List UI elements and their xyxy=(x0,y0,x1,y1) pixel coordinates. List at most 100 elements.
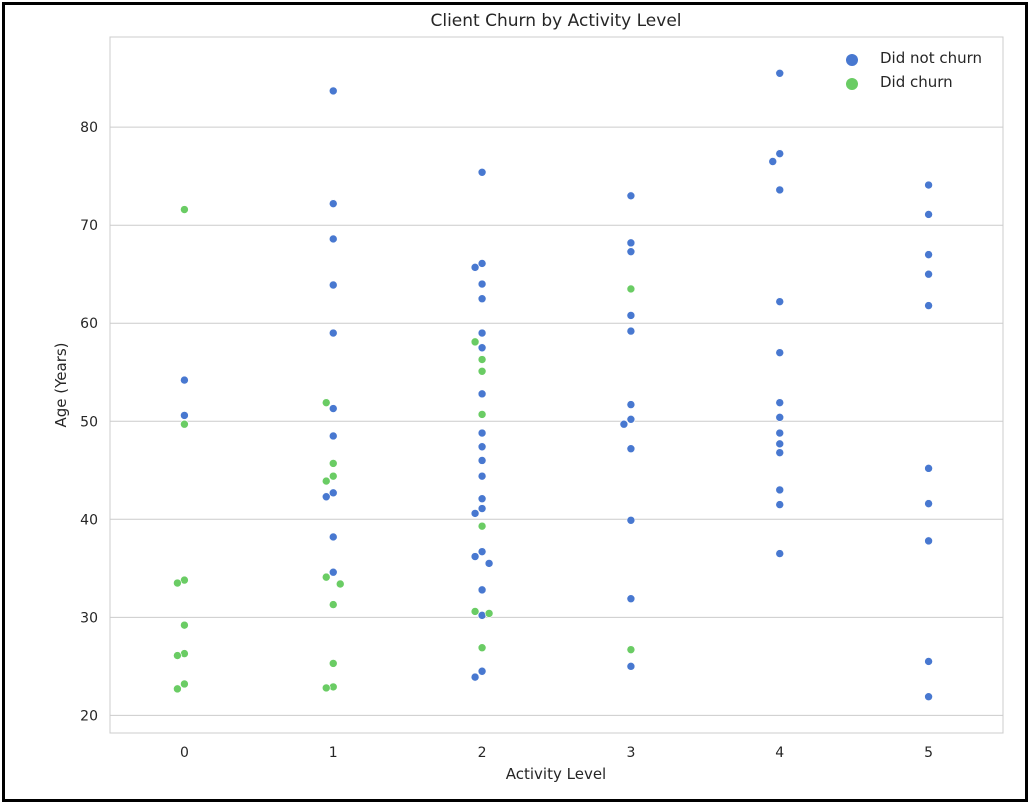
y-tick-label: 30 xyxy=(80,610,98,626)
point-did-not-churn xyxy=(477,389,487,399)
point-did-churn xyxy=(477,643,487,653)
point-did-not-churn xyxy=(180,411,189,420)
point-did-not-churn xyxy=(924,536,933,546)
point-did-not-churn xyxy=(470,552,480,561)
point-did-not-churn xyxy=(775,485,785,495)
point-did-not-churn xyxy=(924,464,933,473)
y-tick-label: 40 xyxy=(80,512,98,528)
point-did-not-churn xyxy=(470,263,480,272)
point-did-churn xyxy=(328,459,338,468)
point-did-not-churn xyxy=(477,294,487,304)
point-did-not-churn xyxy=(775,149,785,158)
point-did-churn xyxy=(470,607,480,616)
legend-marker-did-not-churn xyxy=(846,54,858,66)
chart-title: Client Churn by Activity Level xyxy=(430,11,681,31)
point-did-churn xyxy=(335,579,345,589)
legend-marker-did-churn xyxy=(846,78,858,90)
point-did-not-churn xyxy=(626,311,636,320)
y-tick-label: 70 xyxy=(80,218,98,234)
point-did-churn xyxy=(477,410,487,419)
y-axis-label: Age (Years) xyxy=(52,342,70,427)
point-did-churn xyxy=(484,609,494,618)
point-did-churn xyxy=(328,659,338,668)
point-did-not-churn xyxy=(924,657,933,666)
point-did-churn xyxy=(180,419,189,429)
point-did-not-churn xyxy=(328,280,338,290)
point-did-churn xyxy=(180,205,189,214)
point-did-not-churn xyxy=(626,400,636,409)
point-did-not-churn xyxy=(775,549,785,558)
legend: Did not churn Did churn xyxy=(846,49,982,91)
point-did-churn xyxy=(626,645,636,654)
y-tick-label: 50 xyxy=(80,414,98,430)
point-did-not-churn xyxy=(470,672,480,682)
point-did-not-churn xyxy=(470,509,480,518)
point-did-not-churn xyxy=(477,666,487,676)
point-did-churn xyxy=(626,284,636,294)
point-did-not-churn xyxy=(328,532,338,542)
point-did-not-churn xyxy=(321,492,331,502)
point-did-not-churn xyxy=(775,413,785,422)
point-did-not-churn xyxy=(180,375,189,385)
point-did-not-churn xyxy=(924,180,933,190)
legend-label-did-churn: Did churn xyxy=(880,73,953,91)
point-did-not-churn xyxy=(328,567,338,577)
x-axis-label: Activity Level xyxy=(506,765,606,783)
point-did-not-churn xyxy=(477,471,487,481)
point-did-not-churn xyxy=(924,499,933,508)
point-did-not-churn xyxy=(775,428,785,438)
point-did-churn xyxy=(173,578,182,588)
point-did-not-churn xyxy=(477,456,487,465)
x-tick-label: 0 xyxy=(180,745,189,761)
x-tick-label: 2 xyxy=(478,745,487,761)
point-did-churn xyxy=(173,651,182,660)
point-did-not-churn xyxy=(626,247,636,256)
point-did-not-churn xyxy=(626,238,636,248)
y-tick-labels: 20 30 40 50 60 70 80 xyxy=(80,120,98,724)
point-did-not-churn xyxy=(477,547,487,556)
data-points xyxy=(173,68,933,702)
point-did-not-churn xyxy=(328,328,338,338)
x-tick-label: 5 xyxy=(924,745,933,761)
point-did-not-churn xyxy=(775,68,785,78)
point-did-not-churn xyxy=(477,328,487,338)
point-did-churn xyxy=(321,398,331,407)
point-did-not-churn xyxy=(328,86,338,96)
point-did-not-churn xyxy=(626,191,636,201)
point-did-not-churn xyxy=(775,185,785,195)
point-did-not-churn xyxy=(924,250,933,259)
point-did-not-churn xyxy=(924,692,933,702)
point-did-not-churn xyxy=(477,343,487,353)
legend-label-did-not-churn: Did not churn xyxy=(880,49,982,67)
point-did-not-churn xyxy=(775,348,785,357)
point-did-churn xyxy=(328,682,338,692)
point-did-not-churn xyxy=(477,504,487,513)
point-did-not-churn xyxy=(626,444,636,454)
point-did-not-churn xyxy=(484,559,494,568)
point-did-not-churn xyxy=(775,439,785,449)
y-tick-label: 80 xyxy=(80,120,98,136)
point-did-not-churn xyxy=(477,167,487,177)
point-did-not-churn xyxy=(328,488,338,498)
y-tick-label: 20 xyxy=(80,708,98,724)
point-did-churn xyxy=(328,471,338,481)
point-did-not-churn xyxy=(477,279,487,289)
point-did-not-churn xyxy=(924,301,933,310)
point-did-not-churn xyxy=(477,259,487,268)
point-did-not-churn xyxy=(477,428,487,438)
point-did-not-churn xyxy=(775,500,785,509)
point-did-churn xyxy=(477,521,487,531)
point-did-not-churn xyxy=(477,494,487,504)
y-tick-label: 60 xyxy=(80,316,98,332)
point-did-churn xyxy=(477,366,487,376)
point-did-churn xyxy=(328,600,338,609)
point-did-churn xyxy=(477,355,487,364)
point-did-not-churn xyxy=(328,199,338,208)
point-did-not-churn xyxy=(924,210,933,219)
x-tick-label: 4 xyxy=(775,745,784,761)
point-did-not-churn xyxy=(328,234,338,244)
point-did-not-churn xyxy=(328,431,338,441)
point-did-churn xyxy=(321,476,331,486)
point-did-churn xyxy=(470,337,480,347)
x-tick-label: 3 xyxy=(626,745,635,761)
